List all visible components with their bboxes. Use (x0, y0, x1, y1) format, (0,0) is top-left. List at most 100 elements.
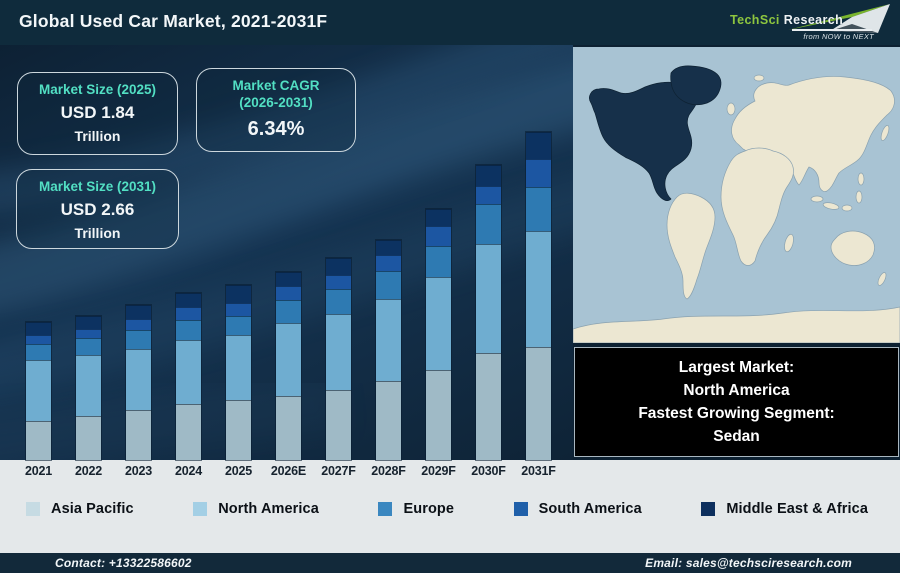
x-axis-label-2027F: 2027F (321, 464, 356, 478)
callout-line: Sedan (713, 428, 760, 445)
callout-line: Fastest Growing Segment: (638, 405, 835, 422)
bar-segment-south-america (126, 319, 151, 330)
bar-segment-middle-east-africa (276, 272, 301, 286)
bar-segment-north-america (276, 323, 301, 396)
footer-email: Email: sales@techsciresearch.com (645, 556, 852, 570)
bar-segment-europe (476, 204, 501, 244)
bar-segment-north-america (376, 299, 401, 381)
bar-2023 (126, 305, 151, 460)
map-philippines (857, 172, 865, 186)
bar-2031F (526, 132, 551, 460)
bar-segment-middle-east-africa (476, 165, 501, 186)
bar-segment-north-america (476, 244, 501, 353)
callout-line: North America (683, 382, 790, 399)
bar-segment-middle-east-africa (176, 293, 201, 307)
stat-label: Market Size (2025) (38, 82, 157, 97)
bar-segment-asia-pacific (26, 421, 51, 460)
bar-segment-north-america (526, 231, 551, 347)
logo-brand-green: TechSci (730, 13, 780, 27)
bar-segment-europe (76, 338, 101, 355)
x-axis-label-2030F: 2030F (471, 464, 506, 478)
map-iceland (753, 74, 765, 82)
map-island (822, 202, 840, 210)
logo-wordmark: TechSci Research (730, 13, 843, 27)
map-new-zealand (877, 272, 887, 286)
map-south-america (666, 192, 716, 300)
x-axis: 2021 2022 2023 2024 2025 2026E 2027F 2028F 2029F… (0, 460, 573, 482)
bar-segment-middle-east-africa (26, 322, 51, 335)
bottom-strip: 2021 2022 2023 2024 2025 2026E 2027F 2028F 2029F… (0, 460, 900, 553)
legend-swatch (701, 502, 716, 516)
world-map-svg (572, 47, 900, 344)
techsci-logo: TechSci Research from NOW to NEXT (700, 0, 900, 45)
legend-label: Asia Pacific (51, 501, 134, 517)
bar-segment-south-america (526, 159, 551, 187)
x-axis-label-2029F: 2029F (421, 464, 456, 478)
stat-box-market-cagr: Market CAGR (2026-2031) 6.34% (196, 68, 356, 152)
bar-segment-middle-east-africa (426, 209, 451, 226)
bar-segment-europe (126, 330, 151, 349)
map-japan (880, 125, 890, 141)
map-uk (726, 102, 736, 116)
map-madagascar (784, 233, 794, 253)
legend-label: Middle East & Africa (726, 501, 868, 517)
bar-segment-south-america (476, 186, 501, 204)
stat-label: Market Size (2031) (38, 179, 157, 194)
bar-segment-middle-east-africa (326, 258, 351, 275)
bar-segment-middle-east-africa (226, 285, 251, 303)
bar-2028F (376, 240, 401, 460)
footer-contact: Contact: +13322586602 (55, 556, 192, 570)
bar-segment-europe (426, 246, 451, 277)
bar-segment-north-america (76, 355, 101, 416)
world-map (572, 47, 900, 344)
bar-segment-south-america (426, 226, 451, 246)
bar-segment-asia-pacific (126, 410, 151, 460)
map-island (841, 204, 853, 212)
map-north-america-highlight (589, 81, 698, 201)
bar-segment-europe (26, 344, 51, 360)
stat-value: USD 1.84 (60, 103, 135, 122)
bar-segment-asia-pacific (226, 400, 251, 460)
stat-box-market-size-2025: Market Size (2025) USD 1.84 Trillion (17, 72, 178, 155)
bar-2025 (226, 285, 251, 460)
x-axis-label-2026E: 2026E (270, 464, 307, 478)
bar-segment-asia-pacific (426, 370, 451, 460)
map-island (855, 190, 863, 204)
bar-segment-middle-east-africa (376, 240, 401, 255)
bar-segment-asia-pacific (376, 381, 401, 460)
bar-2024 (176, 293, 201, 460)
x-axis-label-2022: 2022 (74, 464, 103, 478)
bar-segment-south-america (226, 303, 251, 316)
bar-2030F (476, 165, 501, 460)
map-antarctica (572, 306, 900, 344)
bar-segment-asia-pacific (76, 416, 101, 460)
bar-2026E (276, 272, 301, 460)
largest-market-callout: Largest Market: North America Fastest Gr… (574, 347, 899, 457)
x-axis-label-2031F: 2031F (521, 464, 556, 478)
bar-segment-south-america (376, 255, 401, 271)
legend-item-europe: Europe (378, 501, 454, 517)
stat-unit: Trillion (74, 225, 121, 241)
bar-segment-north-america (326, 314, 351, 390)
bar-segment-north-america (226, 335, 251, 400)
bar-segment-asia-pacific (276, 396, 301, 460)
x-axis-label-2024: 2024 (174, 464, 203, 478)
legend-item-asia-pacific: Asia Pacific (26, 501, 134, 517)
map-greenland-highlight (670, 65, 722, 106)
bar-segment-asia-pacific (176, 404, 201, 460)
bar-segment-south-america (326, 275, 351, 289)
footer-bar: Contact: +13322586602 Email: sales@techs… (0, 553, 900, 573)
x-axis-label-2023: 2023 (124, 464, 153, 478)
legend-item-south-america: South America (513, 501, 642, 517)
bar-segment-south-america (76, 329, 101, 338)
legend-label: Europe (403, 501, 455, 517)
bar-segment-north-america (126, 349, 151, 410)
x-axis-label-2025: 2025 (224, 464, 253, 478)
legend-swatch (193, 502, 208, 516)
map-africa (720, 147, 794, 266)
header-bar: Global Used Car Market, 2021-2031F TechS… (0, 0, 900, 45)
legend-swatch (378, 502, 393, 516)
bar-segment-south-america (176, 307, 201, 320)
bar-segment-middle-east-africa (76, 316, 101, 329)
bar-segment-asia-pacific (326, 390, 351, 460)
